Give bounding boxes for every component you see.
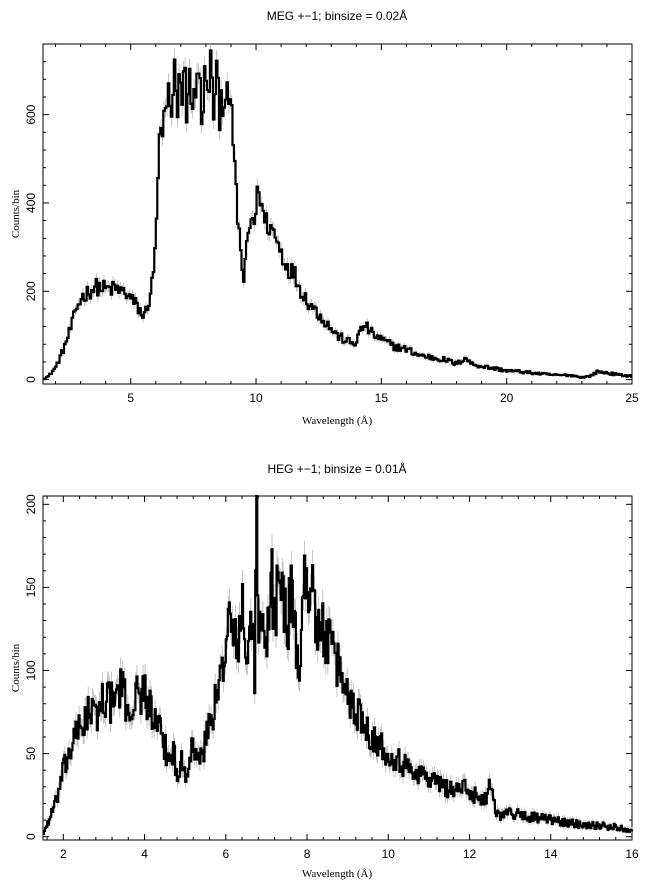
heg-y-tick-label: 200	[24, 494, 38, 514]
heg-x-tick-label: 2	[60, 847, 67, 861]
heg-x-tick-label: 10	[382, 847, 396, 861]
heg-x-tick-label: 8	[304, 847, 311, 861]
heg-y-tick-label: 0	[24, 833, 38, 840]
heg-y-tick-label: 150	[24, 577, 38, 597]
heg-panel: HEG +−1; binsize = 0.01Å 2 4 6 8 10 12 14 16 0 50…	[10, 461, 639, 880]
meg-error-bars	[43, 44, 632, 380]
meg-spectrum-line	[43, 49, 633, 381]
heg-x-tick-label: 14	[544, 847, 558, 861]
heg-x-tick-label: 16	[625, 847, 639, 861]
heg-plot-frame	[42, 495, 633, 841]
meg-x-tick-label: 5	[127, 391, 134, 405]
meg-x-tick-label: 25	[625, 391, 639, 405]
meg-y-tick-label: 200	[24, 281, 38, 301]
meg-x-tick-label: 15	[375, 391, 389, 405]
meg-x-axis-label: Wavelength (Å)	[302, 415, 373, 427]
heg-axes: 2 4 6 8 10 12 14 16 0 50 100 150 200	[24, 494, 639, 861]
meg-y-tick-label: 600	[24, 104, 38, 124]
heg-chart-title: HEG +−1; binsize = 0.01Å	[267, 461, 406, 476]
meg-x-tick-label: 10	[249, 391, 263, 405]
meg-x-tick-label: 20	[500, 391, 514, 405]
heg-x-tick-label: 6	[222, 847, 229, 861]
heg-spectrum-line	[42, 494, 634, 836]
meg-y-axis-label: Counts/bin	[10, 189, 22, 238]
heg-x-tick-label: 4	[141, 847, 148, 861]
meg-plot-frame	[42, 43, 633, 385]
heg-y-axis-label: Counts/bin	[10, 643, 22, 692]
meg-y-tick-label: 400	[24, 193, 38, 213]
heg-x-axis-label: Wavelength (Å)	[302, 868, 373, 880]
heg-y-tick-label: 100	[24, 660, 38, 680]
meg-y-tick-label: 0	[24, 376, 38, 383]
meg-panel: MEG +−1; binsize = 0.02Å 5 10 15 20 25 0 200 40…	[10, 8, 639, 427]
heg-y-tick-label: 50	[24, 747, 38, 761]
meg-chart-title: MEG +−1; binsize = 0.02Å	[267, 8, 407, 23]
meg-axes: 5 10 15 20 25 0 200 400 600	[24, 43, 639, 405]
heg-x-tick-label: 12	[463, 847, 477, 861]
